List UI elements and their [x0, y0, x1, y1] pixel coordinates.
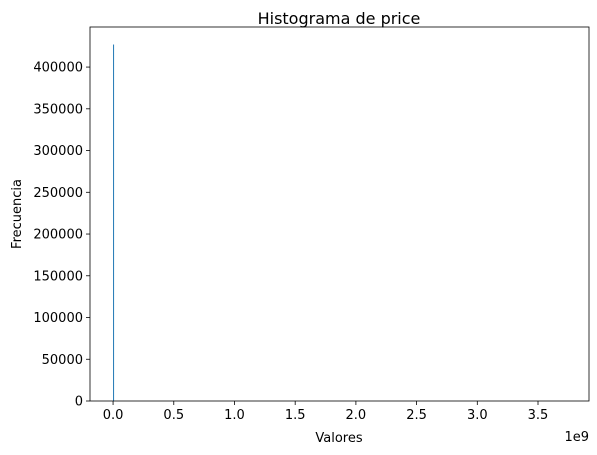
- x-tick-label: 0.0: [103, 408, 124, 423]
- y-axis-label: Frecuencia: [10, 179, 25, 249]
- y-axis-ticks: 0 50000 100000 150000 200000 250000 300000 3500…: [33, 61, 90, 410]
- y-tick-label: 150000: [33, 269, 83, 284]
- histogram-bars: [113, 44, 115, 401]
- x-tick-label: 3.0: [467, 408, 488, 423]
- x-tick-label: 2.5: [406, 408, 427, 423]
- x-tick-label: 0.5: [163, 408, 184, 423]
- x-axis-ticks: 0.0 0.5 1.0 1.5 2.0 2.5 3.0 3.5: [103, 401, 549, 423]
- chart-title: Histograma de price: [258, 9, 421, 28]
- y-tick-label: 0: [75, 395, 83, 410]
- y-tick-label: 100000: [33, 311, 83, 326]
- histogram-bar: [113, 44, 115, 401]
- y-tick-label: 350000: [33, 102, 83, 117]
- x-axis-label: Valores: [315, 431, 362, 446]
- y-tick-label: 250000: [33, 186, 83, 201]
- x-tick-label: 1.0: [224, 408, 245, 423]
- y-tick-label: 300000: [33, 144, 83, 159]
- x-tick-label: 2.0: [346, 408, 367, 423]
- y-tick-label: 50000: [42, 353, 83, 368]
- x-tick-label: 3.5: [528, 408, 549, 423]
- y-tick-label: 200000: [33, 228, 83, 243]
- x-axis-offset-label: 1e9: [564, 430, 589, 445]
- y-tick-label: 400000: [33, 61, 83, 76]
- plot-frame: [89, 26, 590, 402]
- x-tick-label: 1.5: [285, 408, 306, 423]
